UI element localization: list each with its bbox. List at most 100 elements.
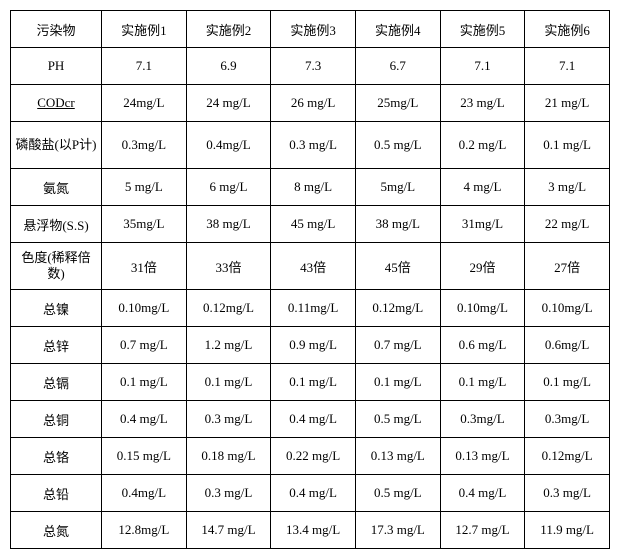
table-cell: 0.3 mg/L [525, 475, 610, 512]
row-label: 总镍 [11, 290, 102, 327]
table-row: 总铬0.15 mg/L0.18 mg/L0.22 mg/L0.13 mg/L0.… [11, 438, 610, 475]
table-cell: 0.9 mg/L [271, 327, 356, 364]
table-cell: 35mg/L [102, 206, 187, 243]
table-cell: 33倍 [186, 243, 271, 290]
table-cell: 8 mg/L [271, 169, 356, 206]
table-cell: 1.2 mg/L [186, 327, 271, 364]
row-label: 氨氮 [11, 169, 102, 206]
table-row: 色度(稀释倍数)31倍33倍43倍45倍29倍27倍 [11, 243, 610, 290]
table-cell: 31倍 [102, 243, 187, 290]
table-cell: 24 mg/L [186, 85, 271, 122]
table-cell: 12.7 mg/L [440, 512, 525, 549]
table-cell: 0.3mg/L [102, 122, 187, 169]
table-cell: 5mg/L [355, 169, 440, 206]
table-cell: 24mg/L [102, 85, 187, 122]
table-cell: 6 mg/L [186, 169, 271, 206]
table-cell: 21 mg/L [525, 85, 610, 122]
table-cell: 0.7 mg/L [355, 327, 440, 364]
column-header: 实施例4 [355, 11, 440, 48]
table-cell: 0.1 mg/L [186, 364, 271, 401]
table-cell: 0.1 mg/L [271, 364, 356, 401]
table-cell: 7.1 [102, 48, 187, 85]
column-header: 实施例1 [102, 11, 187, 48]
table-cell: 0.1 mg/L [355, 364, 440, 401]
table-cell: 0.6 mg/L [440, 327, 525, 364]
row-label: PH [11, 48, 102, 85]
table-cell: 0.3 mg/L [186, 475, 271, 512]
table-cell: 4 mg/L [440, 169, 525, 206]
table-cell: 0.10mg/L [440, 290, 525, 327]
row-label: 总镉 [11, 364, 102, 401]
table-cell: 0.18 mg/L [186, 438, 271, 475]
table-row: 总镍0.10mg/L0.12mg/L0.11mg/L0.12mg/L0.10mg… [11, 290, 610, 327]
table-row: 总铅0.4mg/L0.3 mg/L0.4 mg/L0.5 mg/L0.4 mg/… [11, 475, 610, 512]
table-row: CODcr24mg/L24 mg/L26 mg/L25mg/L23 mg/L21… [11, 85, 610, 122]
table-cell: 0.12mg/L [525, 438, 610, 475]
table-cell: 0.4 mg/L [271, 401, 356, 438]
column-header: 实施例6 [525, 11, 610, 48]
table-row: 总铜0.4 mg/L0.3 mg/L0.4 mg/L0.5 mg/L0.3mg/… [11, 401, 610, 438]
table-cell: 0.10mg/L [102, 290, 187, 327]
table-header-row: 污染物 实施例1 实施例2 实施例3 实施例4 实施例5 实施例6 [11, 11, 610, 48]
table-cell: 45倍 [355, 243, 440, 290]
table-row: 总镉0.1 mg/L0.1 mg/L0.1 mg/L0.1 mg/L0.1 mg… [11, 364, 610, 401]
table-cell: 0.15 mg/L [102, 438, 187, 475]
table-cell: 7.3 [271, 48, 356, 85]
table-cell: 0.11mg/L [271, 290, 356, 327]
column-header: 实施例3 [271, 11, 356, 48]
row-label: CODcr [11, 85, 102, 122]
table-cell: 0.10mg/L [525, 290, 610, 327]
row-label: 悬浮物(S.S) [11, 206, 102, 243]
table-cell: 43倍 [271, 243, 356, 290]
table-row: 悬浮物(S.S)35mg/L38 mg/L45 mg/L38 mg/L31mg/… [11, 206, 610, 243]
table-cell: 14.7 mg/L [186, 512, 271, 549]
table-cell: 0.4mg/L [102, 475, 187, 512]
table-cell: 0.1 mg/L [440, 364, 525, 401]
table-row: 磷酸盐(以P计)0.3mg/L0.4mg/L0.3 mg/L0.5 mg/L0.… [11, 122, 610, 169]
table-cell: 0.7 mg/L [102, 327, 187, 364]
table-cell: 12.8mg/L [102, 512, 187, 549]
row-label: 总锌 [11, 327, 102, 364]
table-cell: 0.4 mg/L [271, 475, 356, 512]
table-cell: 0.3mg/L [525, 401, 610, 438]
table-cell: 0.3 mg/L [271, 122, 356, 169]
table-cell: 3 mg/L [525, 169, 610, 206]
table-cell: 0.6mg/L [525, 327, 610, 364]
table-cell: 0.13 mg/L [440, 438, 525, 475]
row-label: 总铜 [11, 401, 102, 438]
table-cell: 29倍 [440, 243, 525, 290]
table-cell: 0.4 mg/L [102, 401, 187, 438]
table-cell: 38 mg/L [186, 206, 271, 243]
table-body: PH7.16.97.36.77.17.1CODcr24mg/L24 mg/L26… [11, 48, 610, 549]
table-cell: 25mg/L [355, 85, 440, 122]
table-cell: 38 mg/L [355, 206, 440, 243]
table-cell: 0.5 mg/L [355, 401, 440, 438]
table-cell: 0.22 mg/L [271, 438, 356, 475]
pollutant-data-table: 污染物 实施例1 实施例2 实施例3 实施例4 实施例5 实施例6 PH7.16… [10, 10, 610, 549]
table-cell: 5 mg/L [102, 169, 187, 206]
table-cell: 0.12mg/L [355, 290, 440, 327]
column-header: 实施例2 [186, 11, 271, 48]
table-cell: 45 mg/L [271, 206, 356, 243]
table-cell: 0.5 mg/L [355, 122, 440, 169]
table-cell: 13.4 mg/L [271, 512, 356, 549]
table-cell: 6.9 [186, 48, 271, 85]
table-cell: 26 mg/L [271, 85, 356, 122]
row-label: 磷酸盐(以P计) [11, 122, 102, 169]
table-cell: 7.1 [525, 48, 610, 85]
table-cell: 7.1 [440, 48, 525, 85]
table-cell: 11.9 mg/L [525, 512, 610, 549]
column-header: 实施例5 [440, 11, 525, 48]
table-cell: 0.3 mg/L [186, 401, 271, 438]
table-cell: 17.3 mg/L [355, 512, 440, 549]
table-row: 氨氮5 mg/L6 mg/L8 mg/L5mg/L4 mg/L3 mg/L [11, 169, 610, 206]
table-cell: 0.1 mg/L [525, 364, 610, 401]
row-label: 总铬 [11, 438, 102, 475]
table-cell: 31mg/L [440, 206, 525, 243]
table-row: 总锌0.7 mg/L1.2 mg/L0.9 mg/L0.7 mg/L0.6 mg… [11, 327, 610, 364]
table-cell: 0.12mg/L [186, 290, 271, 327]
table-cell: 0.13 mg/L [355, 438, 440, 475]
table-cell: 23 mg/L [440, 85, 525, 122]
table-row: 总氮12.8mg/L14.7 mg/L13.4 mg/L17.3 mg/L12.… [11, 512, 610, 549]
column-header: 污染物 [11, 11, 102, 48]
